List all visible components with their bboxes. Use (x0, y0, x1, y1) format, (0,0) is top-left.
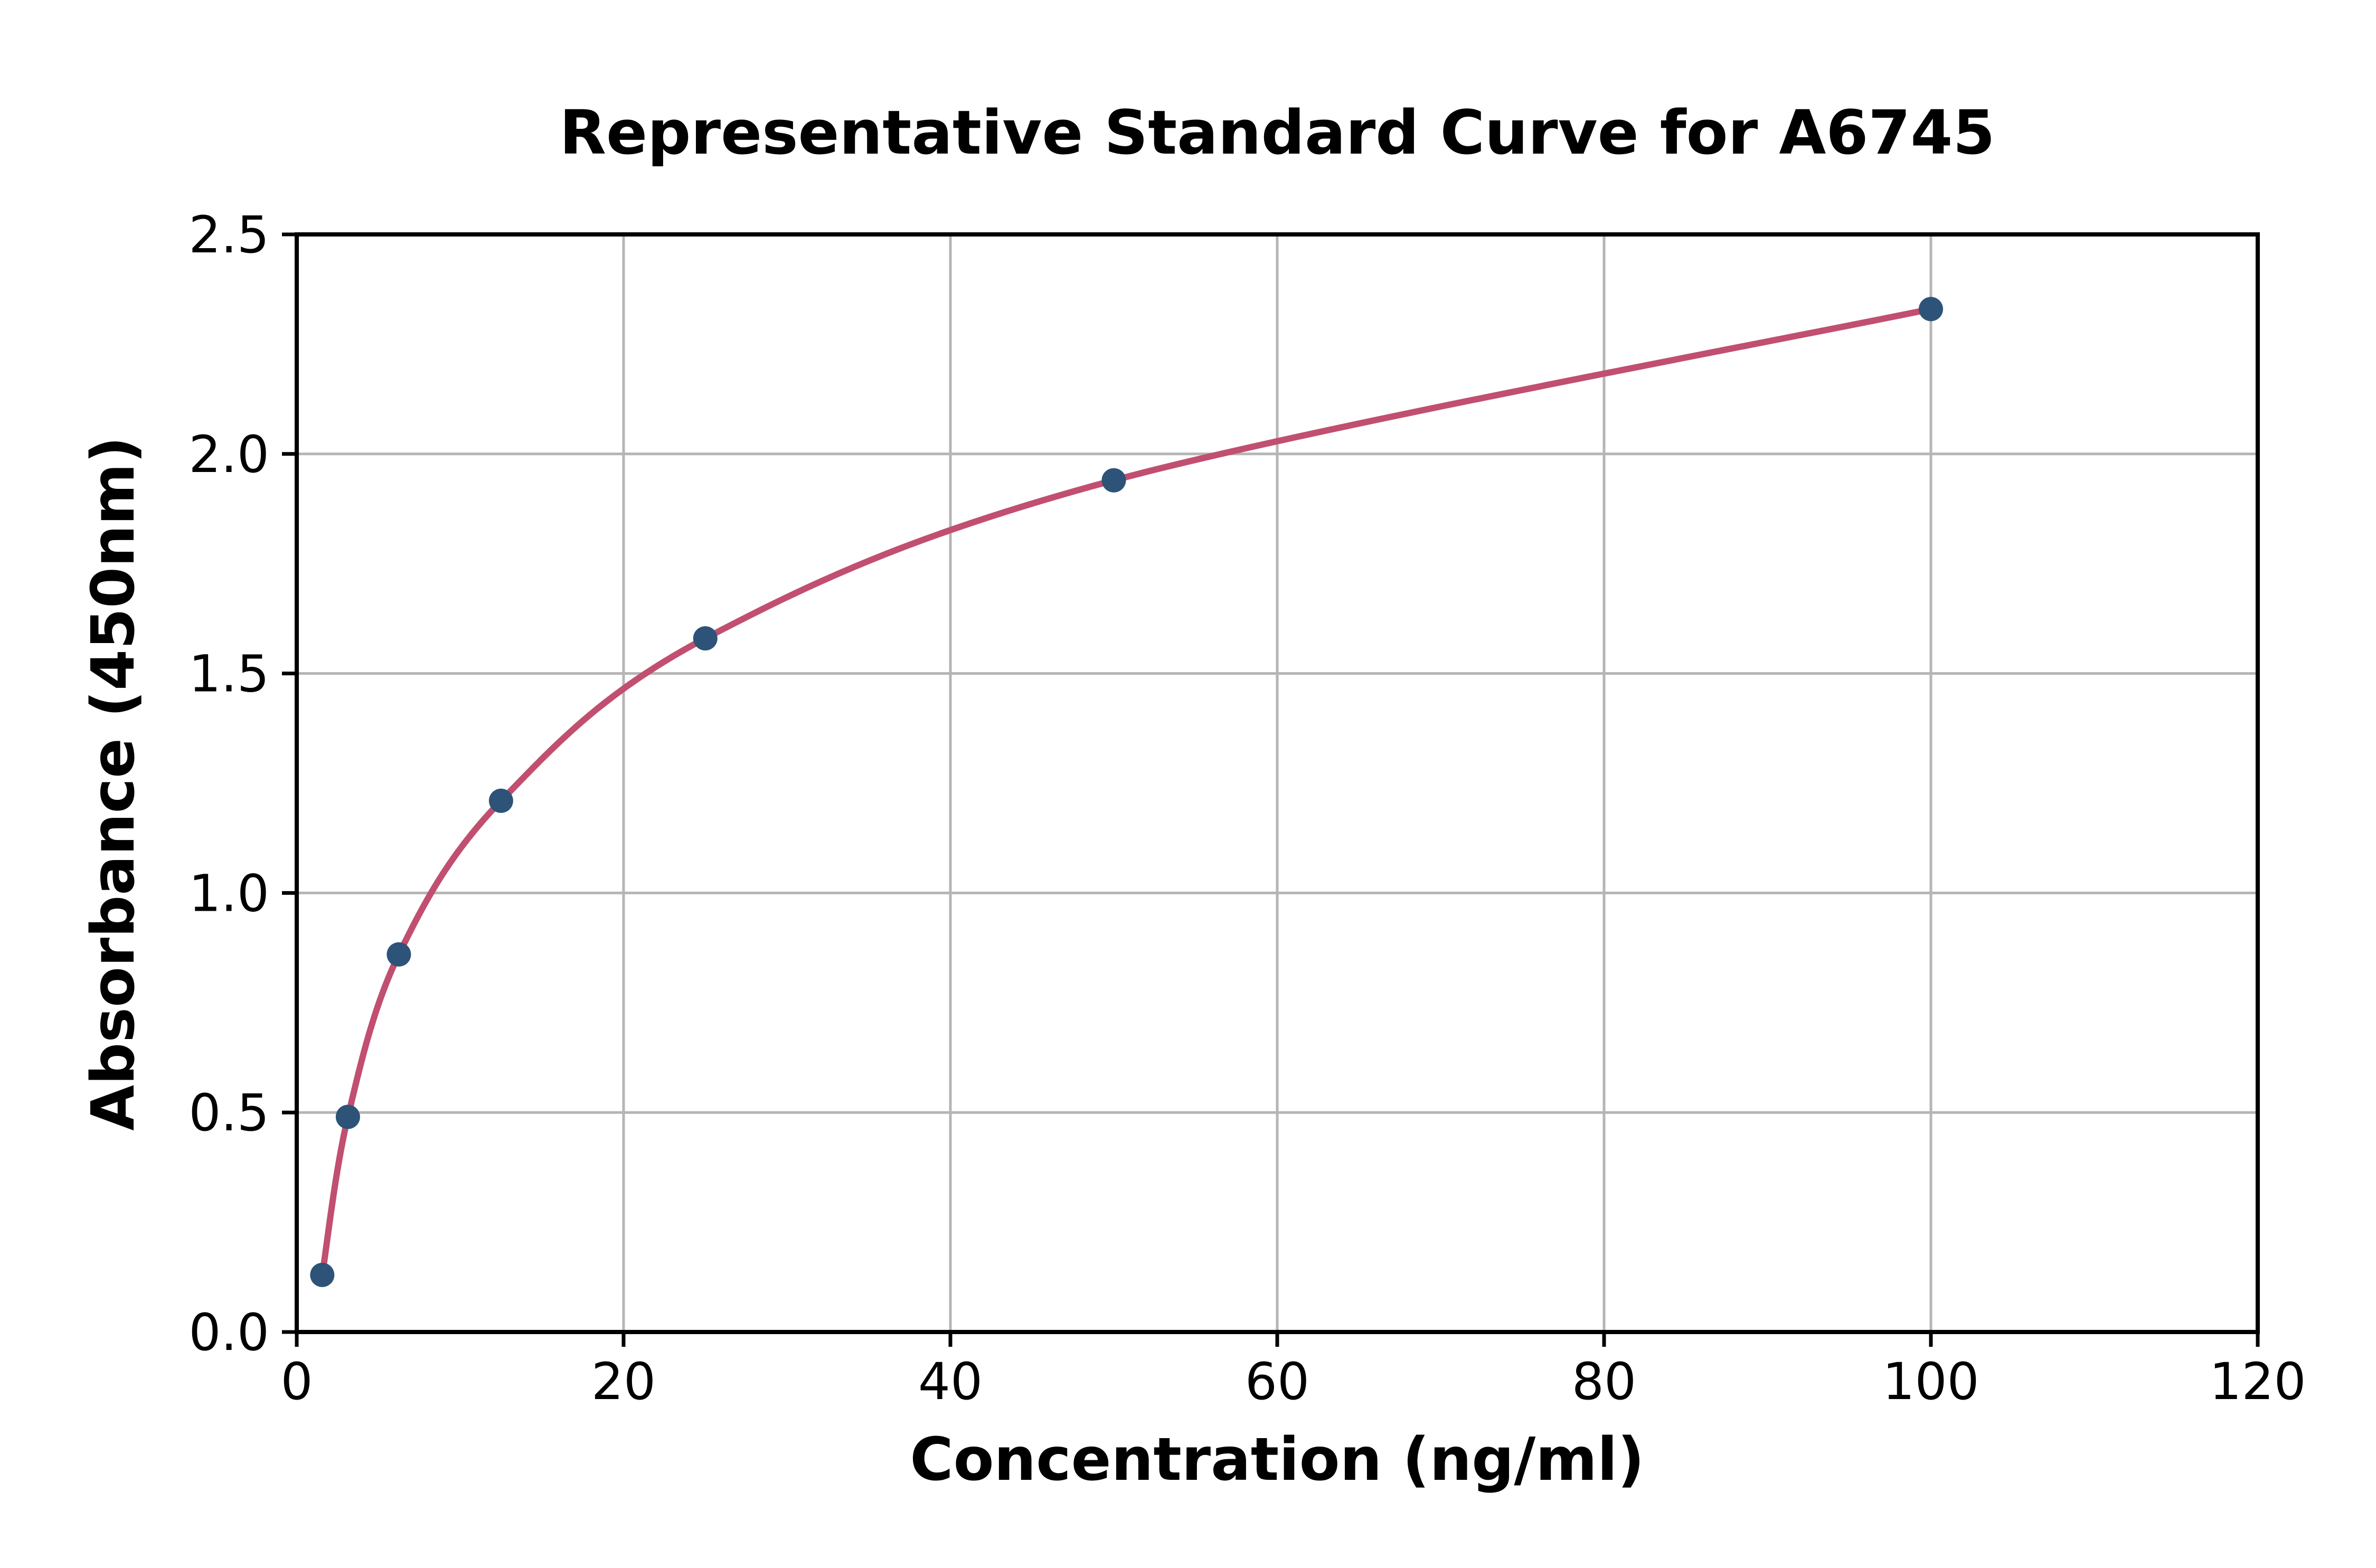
data-point (310, 1262, 335, 1287)
y-tick-label: 1.5 (188, 645, 269, 704)
x-tick-label: 0 (280, 1352, 313, 1411)
fit-curve (319, 306, 1934, 1278)
y-tick-label: 1.0 (188, 864, 269, 923)
x-tick-label: 40 (918, 1352, 983, 1411)
x-tick-label: 100 (1882, 1352, 1979, 1411)
y-tick-label: 0.0 (188, 1303, 269, 1362)
y-tick-label: 2.5 (188, 205, 269, 265)
x-tick-label: 20 (591, 1352, 656, 1411)
y-tick-label: 2.0 (188, 425, 269, 484)
data-point (693, 626, 718, 651)
data-point (488, 788, 513, 813)
x-tick-label: 80 (1572, 1352, 1636, 1411)
data-point (1101, 468, 1126, 493)
data-point (1919, 297, 1943, 322)
y-tick-label: 0.5 (188, 1083, 269, 1142)
x-tick-label: 60 (1245, 1352, 1309, 1411)
data-point (386, 942, 411, 967)
data-point (335, 1104, 360, 1129)
x-tick-label: 120 (2209, 1352, 2306, 1411)
chart-title: Representative Standard Curve for A6745 (559, 98, 1995, 168)
x-axis-title: Concentration (ng/ml) (910, 1425, 1645, 1494)
